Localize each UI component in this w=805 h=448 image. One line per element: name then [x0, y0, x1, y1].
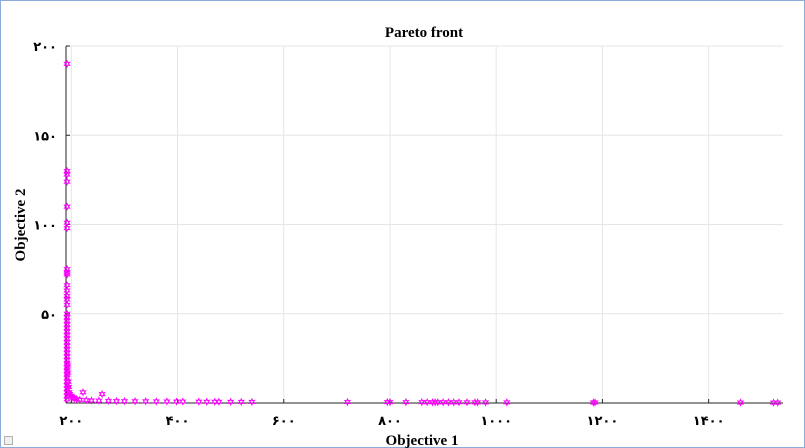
x-tick-label: ۱۲۰۰: [587, 414, 619, 429]
y-tick-label: ۵۰: [41, 308, 57, 323]
data-point: [481, 398, 490, 407]
data-point: [463, 398, 471, 407]
data-point: [215, 397, 223, 406]
data-point: [112, 396, 121, 406]
data-point: [226, 397, 235, 407]
data-point: [211, 397, 219, 406]
data-point: [63, 59, 71, 69]
x-tick-label: ۲۰۰: [59, 414, 83, 429]
data-point: [98, 389, 106, 399]
data-point: [172, 397, 181, 406]
data-points: [63, 59, 782, 407]
corner-handle: [4, 436, 13, 445]
data-point: [63, 291, 71, 301]
y-tick-label: ۱۵۰: [33, 129, 57, 144]
y-axis-label: Objective 2: [13, 189, 29, 262]
data-point: [63, 300, 71, 310]
data-point: [455, 398, 463, 407]
data-point: [473, 398, 482, 407]
data-point: [63, 270, 71, 279]
data-point: [152, 397, 160, 406]
y-tick-label: ۲۰۰: [33, 40, 57, 55]
data-point: [774, 398, 782, 407]
data-point: [69, 393, 77, 402]
data-point: [95, 396, 103, 405]
data-point: [591, 398, 599, 407]
data-point: [237, 397, 245, 407]
x-tick-label: ۱۰۰۰: [480, 414, 512, 429]
data-point: [736, 398, 745, 407]
data-point: [179, 397, 187, 406]
data-point: [63, 268, 71, 277]
data-point: [383, 397, 391, 407]
data-point: [503, 398, 511, 407]
data-point: [63, 368, 72, 377]
data-point: [195, 397, 203, 406]
data-point: [402, 397, 410, 407]
grid: [66, 45, 783, 403]
data-point: [163, 397, 171, 406]
data-point: [63, 223, 71, 233]
data-point: [386, 397, 394, 407]
data-point: [431, 397, 439, 407]
x-axis-label: Objective 1: [386, 433, 459, 448]
data-point: [63, 202, 71, 211]
data-point: [131, 396, 139, 406]
data-point: [471, 398, 479, 407]
data-point: [63, 166, 71, 176]
data-point: [141, 397, 150, 406]
x-tick-label: ۱۴۰۰: [693, 414, 725, 429]
data-point: [82, 395, 90, 405]
x-tick-label: ۶۰۰: [272, 414, 296, 429]
x-tick-label: ۴۰۰: [166, 414, 190, 429]
data-point: [248, 397, 256, 407]
data-point: [343, 397, 352, 407]
data-point: [87, 396, 96, 405]
data-point: [76, 395, 84, 405]
chart-title: Pareto front: [385, 25, 463, 41]
data-point: [120, 396, 129, 406]
data-point: [79, 388, 87, 397]
data-point: [104, 396, 113, 406]
x-tick-label: ۸۰۰: [378, 414, 402, 429]
data-point: [203, 397, 211, 406]
tick-labels: ۲۰۰ ۴۰۰ ۶۰۰ ۸۰۰ ۱۰۰۰ ۱۲۰۰ ۱۴۰۰ ۵۰ ۱۰۰ ۱۵۰ ۲۰۰: [33, 40, 724, 429]
y-tick-label: ۱۰۰: [33, 219, 57, 234]
data-point: [63, 177, 71, 186]
